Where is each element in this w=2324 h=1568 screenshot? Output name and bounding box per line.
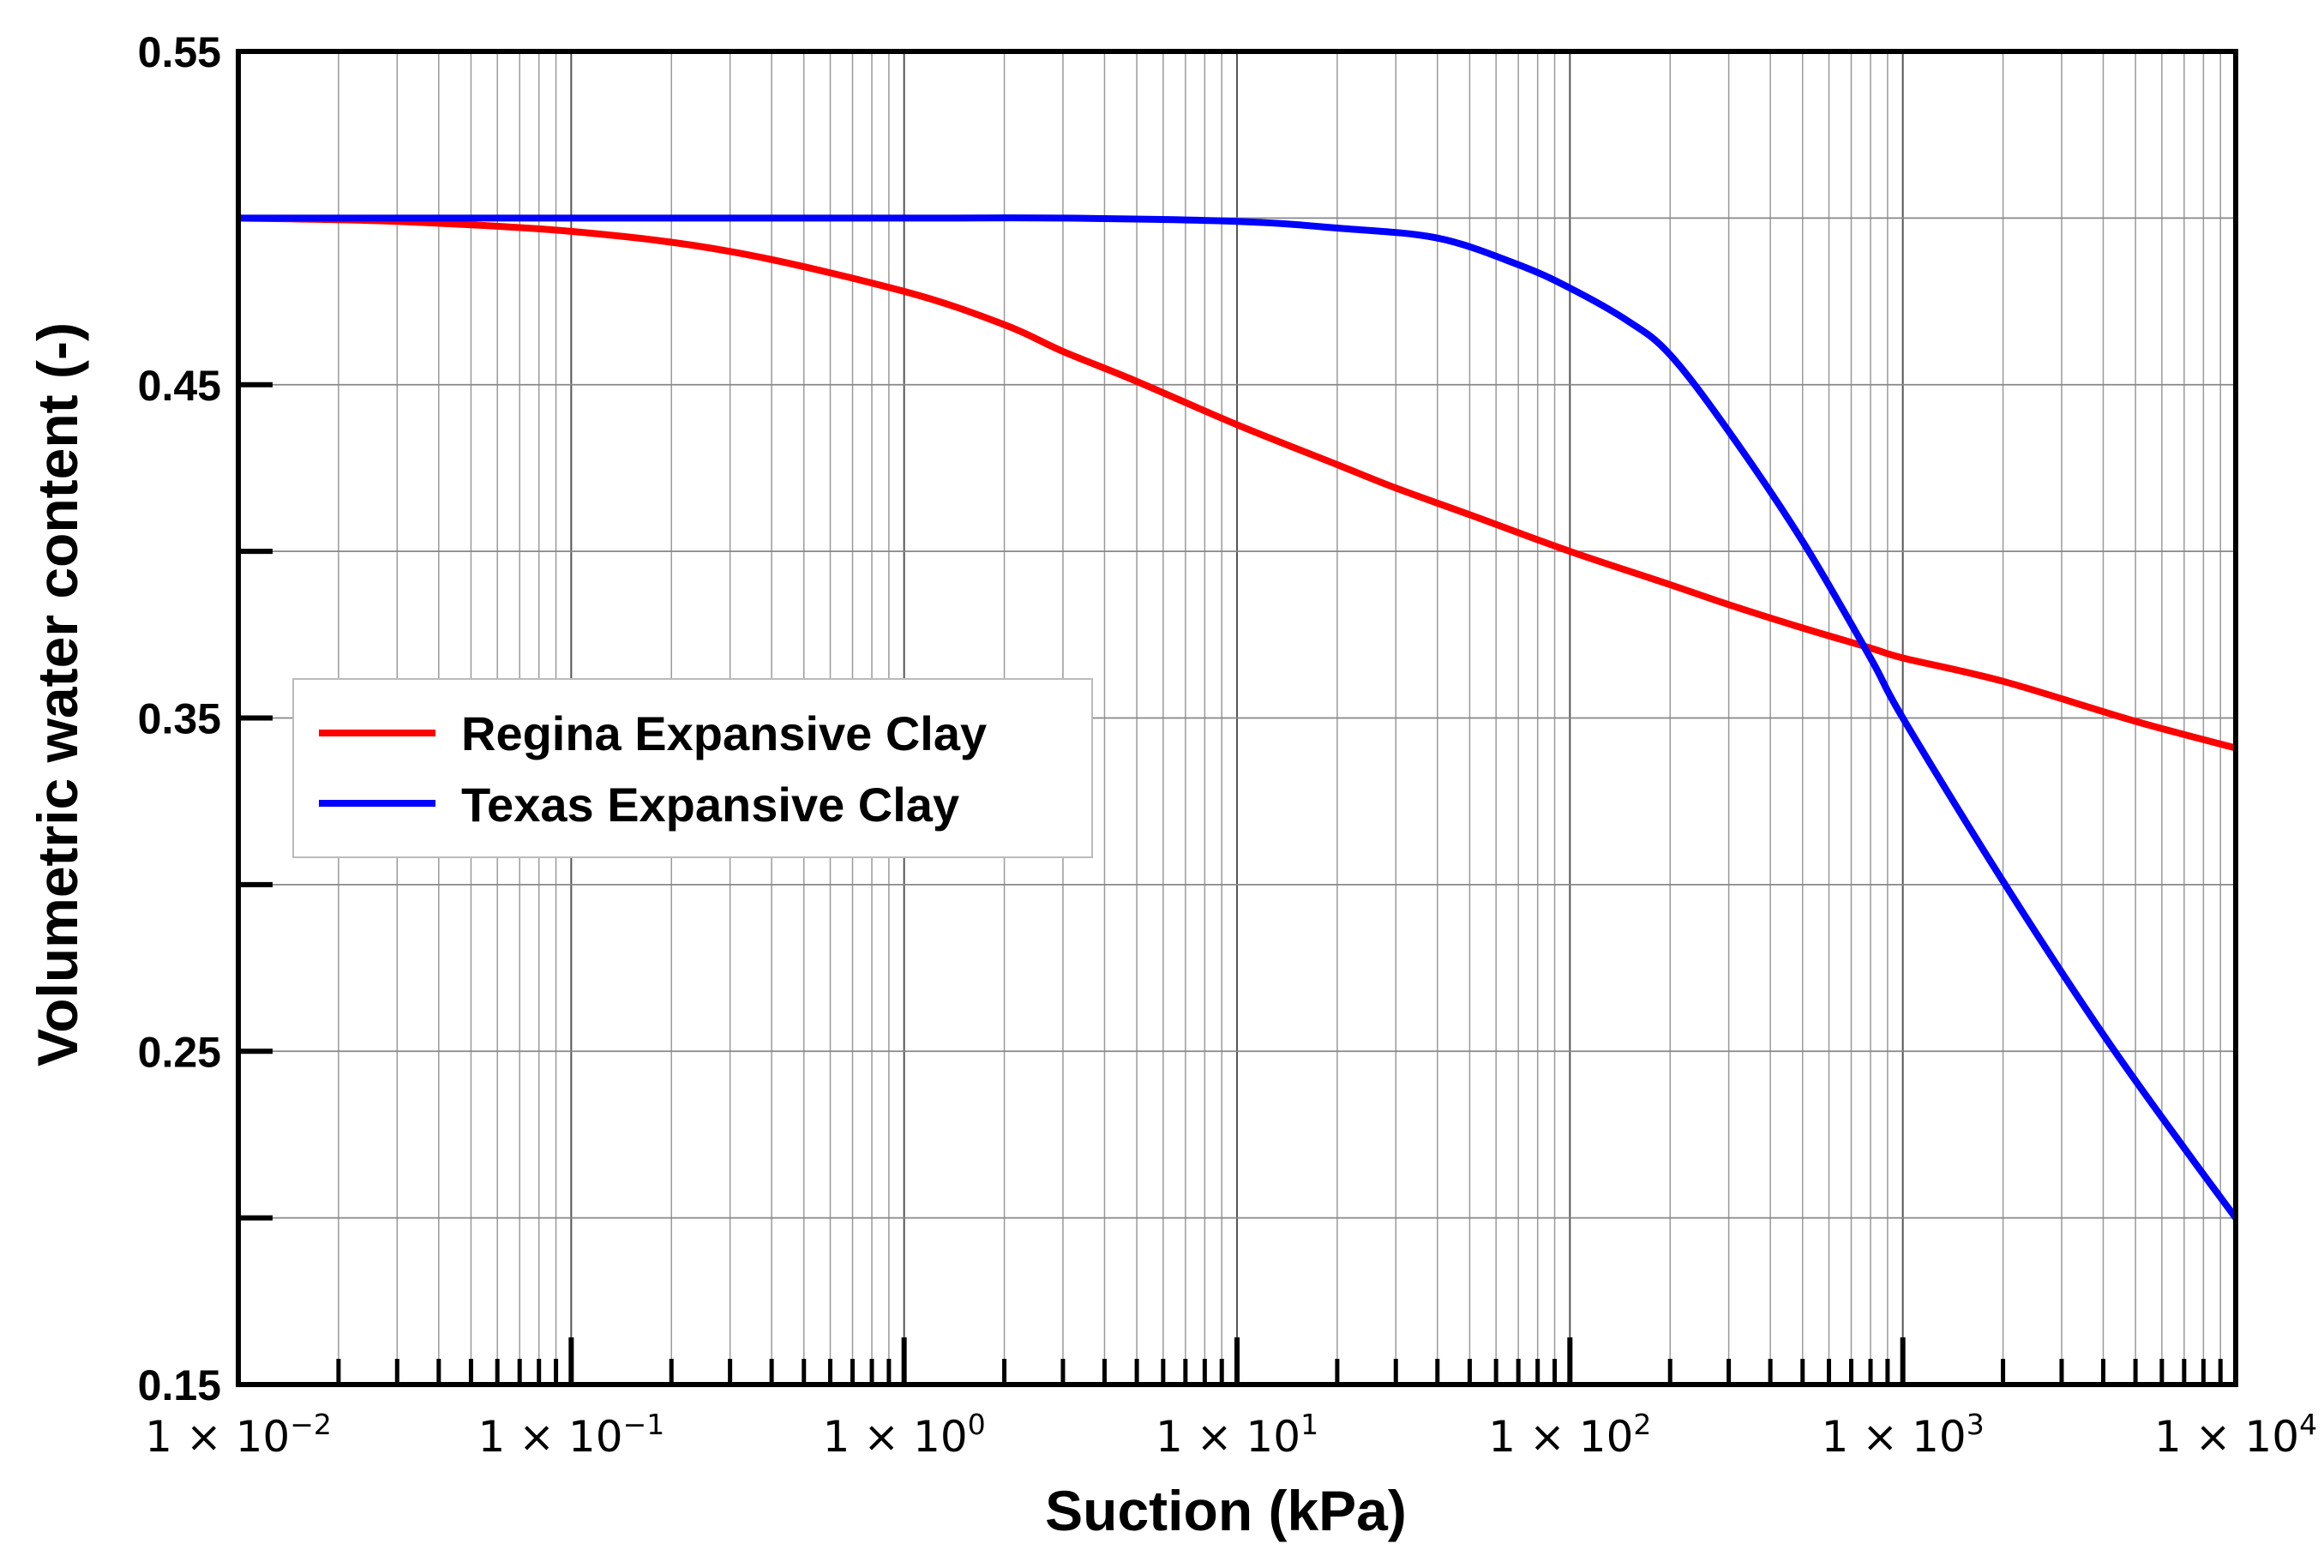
x-tick-label: 1 × 100 — [823, 1408, 986, 1462]
y-tick-label: 0.25 — [138, 1028, 221, 1076]
x-tick-label: 1 × 10−1 — [477, 1408, 664, 1462]
legend-box — [292, 678, 1093, 858]
x-tick-label: 1 × 10−2 — [145, 1408, 332, 1462]
y-axis-title: Volumetric water content (-) — [26, 322, 89, 1066]
major-grid — [238, 51, 2236, 1385]
x-tick-label: 1 × 101 — [1156, 1408, 1318, 1462]
legend: Regina Expansive Clay Texas Expansive Cl… — [292, 678, 1093, 858]
y-tick-label: 0.15 — [138, 1361, 221, 1409]
x-axis-title: Suction (kPa) — [1045, 1479, 1407, 1542]
x-tick-label: 1 × 104 — [2154, 1408, 2317, 1462]
x-tick-label: 1 × 102 — [1488, 1408, 1651, 1462]
legend-label-regina: Regina Expansive Clay — [461, 706, 987, 760]
x-tick-label: 1 × 103 — [1822, 1408, 1985, 1462]
y-tick-label: 0.45 — [138, 362, 221, 410]
plot-frame — [236, 49, 2238, 1387]
series-line-regina — [237, 214, 2237, 752]
y-tick-labels: 0.15 0.25 0.35 0.45 0.55 — [138, 28, 221, 1409]
series-line-texas — [237, 214, 2239, 1220]
x-axis-ticks — [236, 1337, 2223, 1385]
x-tick-labels: 1 × 10−2 1 × 10−1 1 × 100 1 × 101 1 × 102 1 ×… — [145, 1408, 2317, 1462]
legend-label-texas: Texas Expansive Clay — [461, 778, 959, 832]
series-lines — [237, 214, 2239, 1220]
y-tick-label: 0.35 — [138, 695, 221, 743]
y-tick-label: 0.55 — [138, 28, 221, 76]
